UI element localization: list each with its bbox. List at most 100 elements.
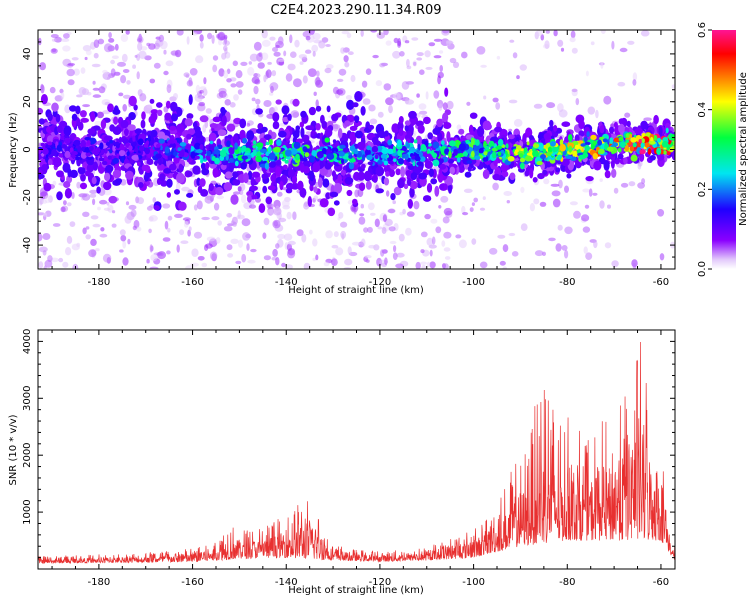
spectrogram-speckle <box>275 243 280 249</box>
spectrogram-speckle <box>189 68 198 76</box>
spectrogram-speckle <box>140 46 148 51</box>
spectrogram-cell <box>372 174 378 183</box>
spectrogram-cell <box>171 113 178 122</box>
spectrogram-ridge-cell <box>267 146 272 154</box>
spectrogram-speckle <box>416 93 420 98</box>
spectrogram-cell <box>549 119 554 127</box>
spectrogram-ridge-cell <box>666 145 670 151</box>
spectrogram-ridge-cell <box>262 156 269 162</box>
spectrogram-speckle <box>509 39 515 43</box>
spectrogram-ridge-cell <box>458 143 466 151</box>
spectrogram-cell <box>422 195 432 202</box>
spectrogram-speckle <box>585 70 589 77</box>
spectrogram-speckle <box>564 185 569 193</box>
spectrogram-cell <box>239 129 246 140</box>
spectrogram-speckle <box>520 223 528 232</box>
spectrogram-speckle <box>508 128 513 132</box>
spectrogram-cell <box>150 129 158 138</box>
spectrogram-speckle <box>233 94 239 101</box>
spectrogram-cell <box>232 171 239 179</box>
spectrogram-speckle <box>388 226 396 232</box>
spectrogram-speckle <box>315 254 319 261</box>
x-tick-label: -60 <box>653 277 669 288</box>
spectrogram-cell <box>77 167 86 175</box>
spectrogram-ridge-cell <box>518 153 524 158</box>
y-tick-label: -40 <box>22 237 33 253</box>
spectrogram-ridge-cell <box>628 133 633 139</box>
spectrogram-cell <box>414 165 423 174</box>
spectrogram-speckle <box>44 259 53 268</box>
spectrogram-cell <box>525 127 533 138</box>
spectrogram-speckle <box>413 200 420 210</box>
spectrogram-cell <box>107 103 114 113</box>
spectrogram-ridge-cell <box>632 142 637 148</box>
spectrogram-ridge-cell <box>241 155 248 160</box>
spectrogram-cell <box>269 160 276 168</box>
spectrogram-ridge-cell <box>540 154 546 160</box>
spectrogram-ridge-cell <box>565 155 573 160</box>
spectrogram-speckle <box>52 223 61 227</box>
spectrogram-speckle <box>368 244 376 249</box>
spectrogram-ridge-cell <box>639 149 646 155</box>
spectrogram-ridge-cell <box>602 138 608 143</box>
spectrogram-speckle <box>458 239 467 249</box>
spectrogram-speckle <box>534 250 544 257</box>
spectrogram-ridge-cell <box>471 138 475 146</box>
spectrogram-ridge-cell <box>87 140 91 145</box>
spectrogram-speckle <box>290 51 297 58</box>
spectrogram-speckle <box>590 41 595 46</box>
spectrogram-speckle <box>39 62 46 71</box>
spectrogram-ridge-cell <box>644 142 650 148</box>
spectrogram-speckle <box>624 112 631 118</box>
spectrogram-ridge-cell <box>597 139 602 146</box>
spectrogram-speckle <box>429 249 433 257</box>
spectrogram-speckle <box>273 199 281 209</box>
spectrogram-ridge-cell <box>137 161 141 167</box>
spectrogram-speckle <box>379 62 386 68</box>
spectrogram-speckle <box>382 214 387 223</box>
spectrogram-ridge-cell <box>418 151 423 158</box>
x-tick-label: -140 <box>275 277 298 288</box>
spectrogram-speckle <box>287 63 296 71</box>
spectrogram-cell <box>469 112 478 119</box>
spectrogram-cell <box>432 127 441 135</box>
spectrogram-cell <box>322 178 330 188</box>
spectrogram-ridge-cell <box>139 145 145 152</box>
spectrogram-ridge-cell <box>497 151 502 157</box>
spectrogram-speckle <box>442 102 448 111</box>
spectrogram-speckle <box>370 212 376 216</box>
spectrogram-ridge-cell <box>228 157 234 163</box>
spectrogram-ridge-cell <box>265 151 270 157</box>
spectrogram-ridge-cell <box>322 147 327 154</box>
spectrogram-ridge-cell <box>304 152 310 158</box>
spectrogram-speckle <box>289 34 293 44</box>
spectrogram-speckle <box>253 41 262 51</box>
spectrogram-ridge-cell <box>436 150 440 158</box>
spectrogram-cell <box>313 186 318 193</box>
spectrogram-ridge-cell <box>179 142 187 147</box>
spectrogram-speckle <box>463 188 473 193</box>
spectrogram-speckle <box>441 240 446 247</box>
spectrogram-cell <box>409 186 415 198</box>
chart-title: C2E4.2023.290.11.34.R09 <box>270 3 441 18</box>
spectrogram-cell <box>312 162 321 173</box>
spectrogram-speckle <box>58 257 64 263</box>
spectrogram-cell <box>212 116 221 123</box>
spectrogram-speckle <box>452 61 460 68</box>
spectrogram-speckle <box>217 220 222 226</box>
spectrogram-cell <box>467 166 472 172</box>
spectrogram-speckle <box>286 211 292 220</box>
spectrogram-speckle <box>122 104 127 112</box>
spectrogram-ridge-cell <box>88 146 94 151</box>
spectrogram-speckle <box>192 32 198 36</box>
spectrogram-speckle <box>641 178 646 185</box>
spectrogram-ridge-cell <box>209 140 214 145</box>
spectrogram-speckle <box>188 226 192 231</box>
spectrogram-ridge-cell <box>240 162 247 170</box>
spectrogram-speckle <box>269 92 274 96</box>
spectrogram-speckle <box>384 218 393 226</box>
spectrogram-speckle <box>439 50 444 54</box>
spectrogram-cell <box>87 128 96 135</box>
spectrogram-speckle <box>205 137 210 142</box>
spectrogram-cell <box>458 128 465 135</box>
